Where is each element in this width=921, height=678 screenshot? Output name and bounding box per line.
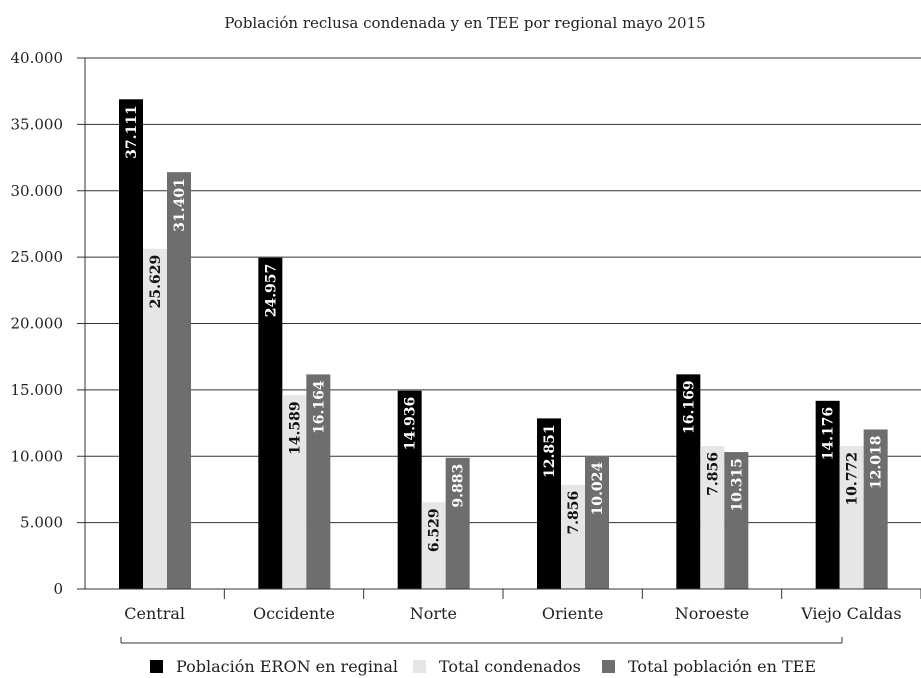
legend-swatch — [150, 660, 163, 673]
bar-data-label: 12.018 — [869, 435, 885, 489]
x-tick-label: Viejo Caldas — [800, 604, 901, 623]
bar-data-label: 14.936 — [403, 397, 419, 451]
x-axis-ticks: Central Occidente Norte Oriente Noroeste Viej… — [124, 589, 921, 623]
bar-data-label: 24.957 — [263, 264, 279, 318]
y-tick-label: 10.000 — [11, 447, 64, 465]
bar-data-label: 9.883 — [451, 464, 467, 508]
legend-swatch — [602, 660, 615, 673]
bar-data-label: 6.529 — [427, 508, 443, 552]
bar-data-label: 16.164 — [311, 380, 327, 434]
bar-data-label: 7.856 — [566, 491, 582, 535]
y-tick-label: 25.000 — [11, 248, 64, 266]
x-tick-label: Norte — [410, 604, 457, 623]
bar — [258, 257, 283, 589]
bar — [397, 390, 422, 589]
legend: Población ERON en reginal Total condenado… — [150, 657, 816, 676]
bar-data-label: 14.589 — [287, 401, 303, 455]
bar — [421, 502, 446, 589]
bar — [724, 452, 749, 589]
axes — [77, 58, 921, 644]
bar — [863, 429, 888, 589]
bar-data-label: 10.772 — [845, 452, 861, 506]
bar — [143, 248, 167, 589]
bars: 37.111 25.629 31.401 24.957 14.589 16.164 14.9… — [119, 99, 888, 589]
bar-data-label: 37.111 — [124, 105, 140, 159]
y-tick-label: 5.000 — [20, 514, 63, 532]
legend-label: Población ERON en reginal — [176, 657, 398, 676]
y-tick-label: 35.000 — [11, 115, 64, 133]
chart-title: Población reclusa condenada y en TEE por… — [224, 14, 705, 32]
bar — [537, 418, 561, 589]
bar-data-label: 7.856 — [705, 452, 721, 496]
x-tick-label: Oriente — [542, 604, 604, 623]
bar — [445, 457, 470, 589]
bar-data-label: 10.315 — [729, 458, 745, 512]
legend-label: Total población en TEE — [628, 657, 816, 676]
y-tick-label: 20.000 — [11, 315, 64, 333]
bar — [839, 446, 864, 589]
bar — [561, 484, 585, 589]
x-tick-label: Noroeste — [675, 604, 750, 623]
bar — [815, 400, 840, 589]
bar-data-label: 14.176 — [821, 407, 837, 461]
bar — [282, 395, 307, 589]
gridlines — [85, 57, 921, 524]
bar-data-label: 16.169 — [681, 380, 697, 434]
y-tick-label: 40.000 — [11, 49, 64, 67]
legend-swatch — [413, 660, 426, 673]
bar-data-label: 12.851 — [542, 424, 558, 478]
bar — [306, 374, 331, 589]
bar-data-label: 31.401 — [172, 178, 188, 232]
bar — [119, 99, 143, 589]
x-tick-label: Central — [124, 604, 185, 623]
legend-label: Total condenados — [439, 657, 581, 676]
y-tick-label: 15.000 — [11, 381, 64, 399]
bar — [167, 172, 191, 589]
bar-data-label: 10.024 — [590, 462, 606, 516]
y-tick-label: 0 — [53, 580, 63, 598]
bar — [585, 455, 609, 589]
bar — [676, 374, 701, 589]
x-tick-label: Occidente — [253, 604, 335, 623]
bar — [700, 446, 725, 589]
y-axis-ticks: 0 5.000 10.000 15.000 20.000 25.000 30.000 35.0… — [11, 49, 85, 598]
y-tick-label: 30.000 — [11, 182, 64, 200]
bar-data-label: 25.629 — [148, 255, 164, 309]
